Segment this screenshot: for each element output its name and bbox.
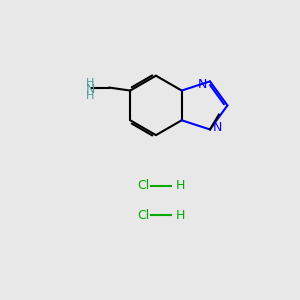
Text: N: N <box>212 122 222 134</box>
Text: H: H <box>175 209 184 222</box>
Text: Cl: Cl <box>138 209 150 222</box>
Text: Cl: Cl <box>138 179 150 192</box>
Text: H: H <box>86 91 94 100</box>
Text: N: N <box>85 82 95 96</box>
Text: H: H <box>175 179 184 192</box>
Text: N: N <box>198 78 208 92</box>
Text: H: H <box>86 78 94 88</box>
